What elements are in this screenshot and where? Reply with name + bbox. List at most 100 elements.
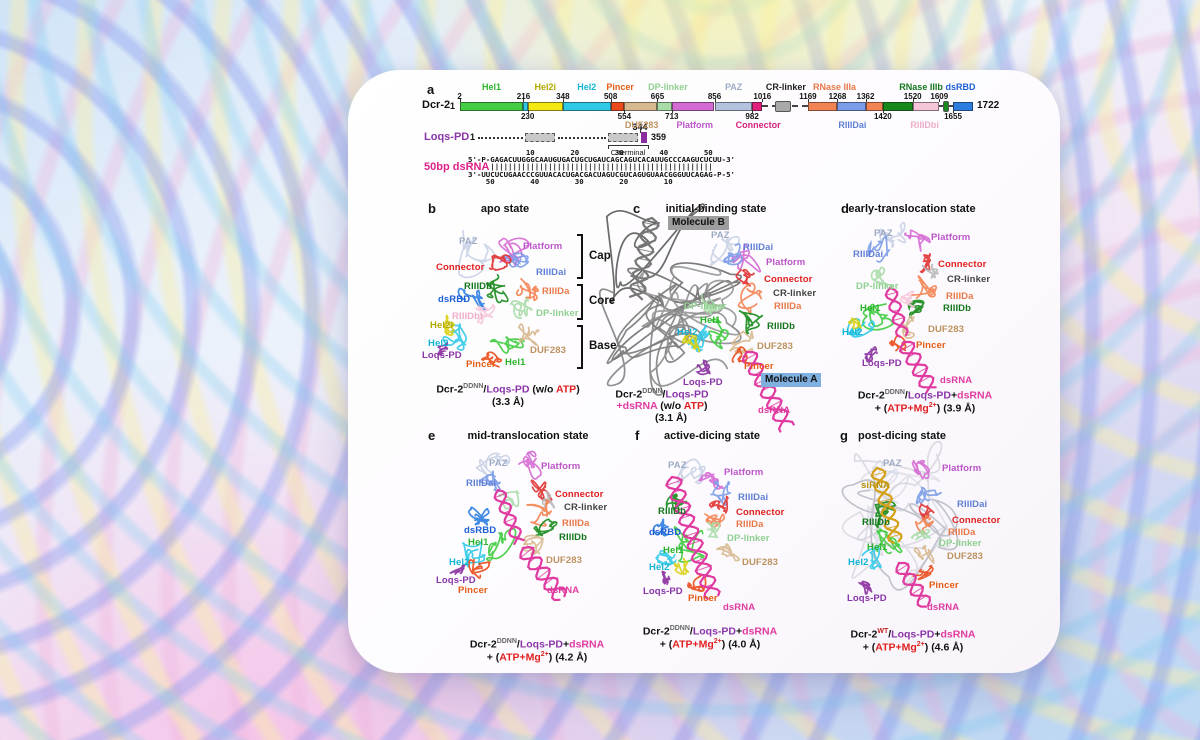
caption-segment: Loqs-PD (519, 638, 564, 651)
dcr2-tickline (807, 99, 809, 102)
panel-f-letter: f (635, 428, 640, 443)
caption-segment: / (483, 383, 487, 396)
bracket-label-Base: Base (589, 340, 617, 352)
caption-segment: / (888, 628, 892, 641)
dcr2-tickline (459, 99, 461, 102)
domain-label-Pincer: Pincer (458, 585, 488, 596)
domain-label-dsRNA: dsRNA (723, 602, 756, 613)
caption-segment: + (951, 389, 958, 402)
dcr2-tickline (939, 99, 941, 102)
caption-segment: ATP+Mg (875, 641, 917, 654)
caption-segment: 2+ (713, 638, 722, 645)
domain-label-DP-linker: DP-linker (536, 308, 579, 319)
panel-e-letter: e (428, 428, 436, 443)
panel-b-caption-line: (3.3 Å) (492, 396, 524, 408)
domain-label-dsRNA: dsRNA (758, 405, 791, 416)
caption-segment: + (563, 638, 570, 651)
domain-label-RIIIDai: RIIIDai (853, 249, 884, 260)
caption-segment: ) (703, 400, 708, 412)
caption-segment: + ( (874, 402, 888, 415)
caption-segment: Loqs-PD (692, 625, 737, 638)
domain-label-PAZ: PAZ (459, 236, 478, 247)
domain-label-Hel2: Hel2 (677, 327, 698, 338)
domain-label-RIIIDb: RIIIDb (658, 506, 687, 517)
domain-label-Pincer: Pincer (466, 359, 496, 370)
loqspd-end-residue: 359 (651, 132, 667, 142)
dsrna-row-label: 50bp dsRNA (424, 161, 490, 173)
panel-c-letter: c (633, 201, 641, 216)
domain-label-DUF283: DUF283 (530, 345, 566, 356)
domain-label-RIIIDa: RIIIDa (562, 518, 590, 529)
domain-label-RIIIDb: RIIIDb (862, 517, 891, 528)
panel-e-caption-line: + (ATP+Mg2+) (4.2 Å) (487, 651, 588, 664)
dcr2-domain-name-PAZ: PAZ (724, 82, 743, 92)
dcr2-tickline (657, 99, 659, 102)
domain-label-DP-linker: DP-linker (939, 538, 982, 549)
caption-segment: (3.1 Å) (654, 412, 688, 424)
dcr2-segment-Connector (752, 102, 763, 111)
caption-segment: dsRNA (742, 625, 778, 638)
caption-segment: + ( (659, 638, 673, 651)
dcr2-domain-name-Platform: Platform (676, 120, 714, 130)
caption-segment: ) (924, 641, 932, 654)
dcr2-tickline (865, 99, 867, 102)
panel-f-caption-line: + (ATP+Mg2+) (4.0 Å) (660, 638, 761, 651)
caption-segment: dsRNA (940, 628, 976, 641)
domain-label-RIIIDai: RIIIDai (738, 492, 769, 503)
caption-segment: (4.0 Å) (728, 638, 761, 651)
domain-label-Hel2: Hel2 (449, 557, 470, 568)
domain-label-Connector: Connector (736, 507, 785, 518)
dcr2-segment-RNase IIIb (882, 102, 913, 111)
domain-label-Pincer: Pincer (744, 361, 774, 372)
domain-label-Connector: Connector (555, 489, 604, 500)
caption-segment: DDNN (669, 625, 690, 632)
panel-a-letter: a (427, 82, 435, 97)
dsrna-sequence: 10 20 30 40 50 5'-P-GAGACUUGGGCAAUGUGACU… (468, 148, 735, 186)
dcr2-segment-Pincer (610, 102, 625, 111)
dcr2-tick-below: 1420 (873, 112, 892, 121)
bracket-label-Cap: Cap (589, 249, 611, 262)
caption-segment: ATP (555, 383, 577, 396)
domain-label-RIIIDai: RIIIDai (743, 242, 774, 253)
dcr2-tickline (562, 99, 564, 102)
dcr2-tick-below: 230 (520, 112, 535, 121)
dcr2-tickline (624, 110, 626, 113)
caption-segment: WT (877, 628, 889, 635)
domain-label-Pincer: Pincer (916, 340, 946, 351)
domain-label-DP-linker: DP-linker (727, 533, 770, 544)
caption-segment: Loqs-PD (486, 383, 530, 396)
dcr2-segment-Hel2 (562, 102, 611, 111)
panel-e-title: mid-translocation state (467, 430, 589, 442)
domain-label-dsRBD: dsRBD (464, 525, 497, 536)
panel-d-caption-line: Dcr-2DDNN/Loqs-PD+dsRNA (858, 389, 992, 402)
caption-segment: Dcr-2 (642, 625, 670, 638)
dcr2-domain-name-Hel1: Hel1 (482, 82, 502, 92)
dcr2-segment-Hel2i (527, 102, 563, 111)
dcr2-segment-DUF283 (624, 102, 658, 111)
domain-label-CR-linker: CR-linker (564, 502, 608, 513)
domain-label-dsRNA: dsRNA (940, 375, 973, 386)
dcr2-tick-below: 554 (617, 112, 632, 121)
panel-c-caption-line: +dsRNA (w/o ATP) (617, 400, 708, 412)
panel-g-letter: g (840, 428, 848, 443)
domain-label-RIIIDa: RIIIDa (774, 301, 802, 312)
domain-label-Hel1: Hel1 (867, 542, 888, 553)
domain-label-RIIIDb: RIIIDb (767, 321, 796, 332)
dcr2-tick-above: 1362 (856, 92, 875, 101)
domain-label-Hel2: Hel2 (428, 338, 449, 349)
domain-label-PAZ: PAZ (874, 228, 893, 239)
dcr2-tick-below: 982 (745, 112, 759, 121)
domain-label-Hel2i: Hel2i (430, 320, 454, 331)
panel-f-title: active-dicing state (664, 430, 760, 442)
caption-segment: Dcr-2 (850, 628, 878, 641)
domain-label-PAZ: PAZ (883, 458, 902, 469)
caption-segment: ) (576, 383, 580, 396)
caption-segment: ) (936, 402, 944, 415)
dcr2-tick-above: 1268 (828, 92, 847, 101)
dcr2-domain-name-Hel2: Hel2 (577, 82, 597, 92)
domain-label-RIIIDa: RIIIDa (736, 519, 764, 530)
caption-segment: dsRNA (569, 638, 605, 651)
domain-label-Connector: Connector (938, 259, 987, 270)
dcr2-domain-name-RIIIDbi: RIIIDbi (910, 120, 939, 130)
domain-label-PAZ: PAZ (711, 230, 730, 241)
